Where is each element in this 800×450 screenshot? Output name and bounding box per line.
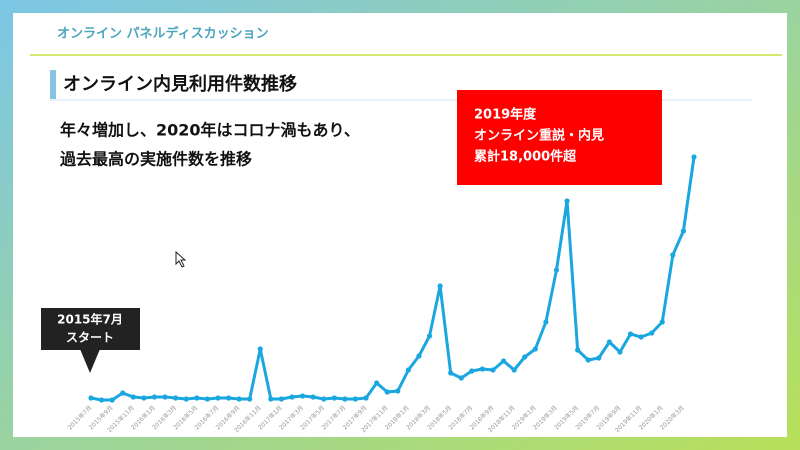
data-point [183, 396, 189, 402]
data-point [585, 357, 591, 363]
lead-line: 年々増加し、2020年はコロナ渦もあり、 [60, 121, 360, 140]
data-point [426, 333, 433, 339]
data-point [479, 366, 486, 372]
highlight-text: オンライン重説・内見 [474, 128, 604, 144]
highlight-box [457, 90, 662, 185]
data-point [120, 390, 126, 396]
data-point [532, 346, 538, 352]
data-point [575, 347, 581, 353]
data-point [416, 353, 422, 359]
data-point [649, 330, 655, 336]
data-point [215, 395, 221, 401]
data-point [500, 358, 507, 364]
data-point [363, 395, 369, 401]
slide-title: オンライン内見利用件数推移 [63, 73, 297, 95]
data-point [268, 396, 274, 402]
data-point [606, 339, 612, 345]
data-line [90, 156, 696, 402]
canvas [13, 13, 787, 437]
highlight-text: 2019年度 [474, 107, 537, 123]
data-point [109, 397, 115, 403]
data-point [638, 334, 644, 340]
callout-pointer [80, 349, 100, 373]
data-point [204, 396, 210, 402]
data-point [162, 394, 168, 400]
data-point [564, 198, 570, 204]
data-point [691, 154, 697, 160]
data-point [236, 396, 242, 402]
data-point [289, 394, 295, 400]
data-point [596, 355, 602, 361]
data-point [278, 396, 285, 402]
data-point [130, 394, 136, 400]
data-point [342, 396, 348, 402]
callout-text: 2015年7月 [57, 312, 123, 327]
data-point [299, 393, 306, 399]
data-point [98, 397, 105, 403]
data-point [151, 394, 158, 400]
data-point [374, 380, 380, 386]
header-title: オンライン パネルディスカッション [57, 26, 269, 42]
data-point [173, 395, 179, 401]
lead-line: 過去最高の実施件数を推移 [59, 150, 252, 169]
data-point [670, 252, 676, 258]
data-point [225, 395, 232, 401]
data-point [395, 388, 401, 394]
data-point [384, 389, 390, 395]
callout-text: スタート [66, 331, 114, 345]
data-point [659, 319, 665, 325]
data-point [680, 228, 687, 234]
data-point [627, 331, 634, 337]
data-point [352, 396, 359, 402]
data-point [321, 396, 327, 402]
highlight-text: 累計18,000件超 [474, 149, 577, 165]
data-point [469, 368, 475, 374]
data-point [522, 354, 528, 360]
data-point [141, 395, 147, 401]
data-point [257, 346, 263, 352]
data-point [194, 395, 200, 401]
data-point [490, 367, 496, 373]
data-point [617, 349, 623, 355]
cursor-icon [175, 250, 187, 268]
data-point [88, 395, 94, 401]
data-point [448, 370, 454, 376]
data-point [458, 375, 464, 381]
data-point [511, 367, 517, 373]
data-point [553, 267, 560, 273]
data-point [437, 283, 443, 289]
title-marker [50, 70, 56, 99]
data-point [247, 396, 253, 402]
data-point [543, 319, 549, 325]
callout-box [41, 308, 140, 350]
data-point [405, 367, 411, 373]
data-point [310, 394, 316, 400]
data-point [331, 395, 337, 401]
